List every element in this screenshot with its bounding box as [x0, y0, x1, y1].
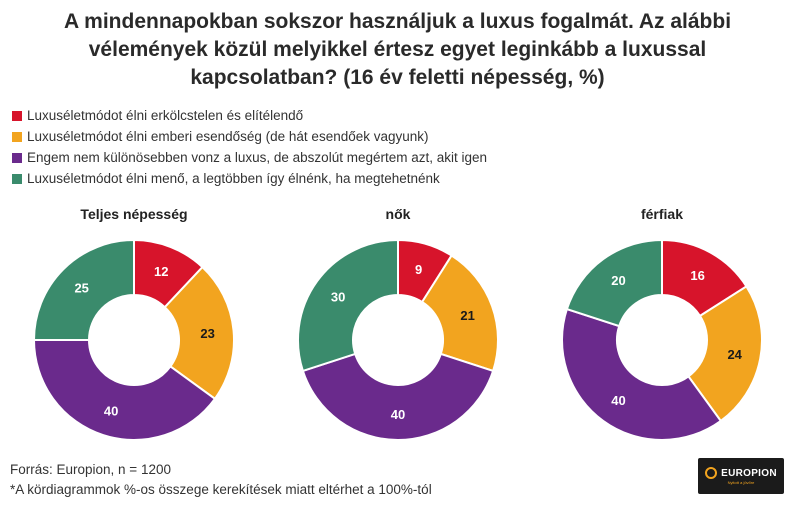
label-men-cool: 20: [611, 273, 625, 288]
label-men-understand: 40: [611, 393, 625, 408]
panel-title-women: nők: [385, 206, 411, 222]
label-total-understand: 40: [104, 403, 118, 418]
logo-name: EUROPION: [721, 467, 777, 479]
panel-title-total: Teljes népesség: [80, 206, 188, 222]
slice-women-cool: [297, 238, 399, 373]
logo-icon: [705, 467, 718, 479]
label-women-cool: 30: [331, 290, 345, 305]
legend-item-immoral: Luxuséletmódot élni erkölcstelen és elít…: [12, 105, 487, 126]
label-women-understand: 40: [391, 407, 405, 422]
logo-tagline: Nyitott a jövőre: [727, 480, 755, 485]
legend-swatch-cool: [12, 173, 22, 184]
legend-item-understand: Engem nem különösebben vonz a luxus, de …: [12, 147, 487, 168]
title-line-2: vélemények közül melyikkel értesz egyet …: [88, 38, 707, 61]
label-men-frailty: 24: [727, 347, 742, 362]
source-note: Forrás: Europion, n = 1200: [10, 462, 171, 477]
legend-label-frailty: Luxuséletmódot élni emberi esendőség (de…: [27, 129, 429, 144]
legend-swatch-understand: [12, 152, 22, 163]
slice-total-frailty: [163, 265, 235, 401]
slice-women-frailty: [420, 254, 499, 373]
slice-women-understand: [301, 352, 495, 441]
panel-title-men: férfiak: [640, 206, 684, 222]
legend-swatch-immoral: [12, 110, 22, 121]
legend-label-immoral: Luxuséletmódot élni erkölcstelen és elít…: [27, 108, 304, 123]
label-men-immoral: 16: [690, 268, 704, 283]
legend: Luxuséletmódot élni erkölcstelen és elít…: [12, 105, 487, 189]
label-total-frailty: 23: [200, 326, 214, 341]
legend-label-cool: Luxuséletmódot élni menő, a legtöbben íg…: [27, 171, 440, 186]
label-women-immoral: 9: [415, 262, 422, 277]
title-line-3: kapcsolatban? (16 év feletti népesség, %…: [190, 66, 605, 89]
slice-men-frailty: [687, 285, 763, 423]
footer: Forrás: Europion, n = 1200 *A kördiagram…: [10, 460, 432, 500]
europion-logo: EUROPION Nyitott a jövőre: [698, 458, 784, 494]
label-women-frailty: 21: [460, 308, 474, 323]
legend-swatch-frailty: [12, 131, 22, 142]
slice-total-cool: [32, 238, 135, 341]
slice-men-cool: [565, 238, 663, 328]
label-total-cool: 25: [74, 281, 88, 296]
rounding-note: *A kördiagrammok %-os összege kerekítése…: [10, 482, 432, 497]
label-total-immoral: 12: [154, 264, 168, 279]
legend-item-cool: Luxuséletmódot élni menő, a legtöbben íg…: [12, 168, 487, 189]
title-line-1: A mindennapokban sokszor használjuk a lu…: [63, 10, 732, 33]
legend-label-understand: Engem nem különösebben vonz a luxus, de …: [27, 150, 488, 165]
slice-men-understand: [561, 307, 723, 441]
chart-title: A mindennapokban sokszor használjuk a lu…: [10, 8, 785, 92]
slice-total-understand: [32, 339, 217, 441]
legend-item-frailty: Luxuséletmódot élni emberi esendőség (de…: [12, 126, 487, 147]
